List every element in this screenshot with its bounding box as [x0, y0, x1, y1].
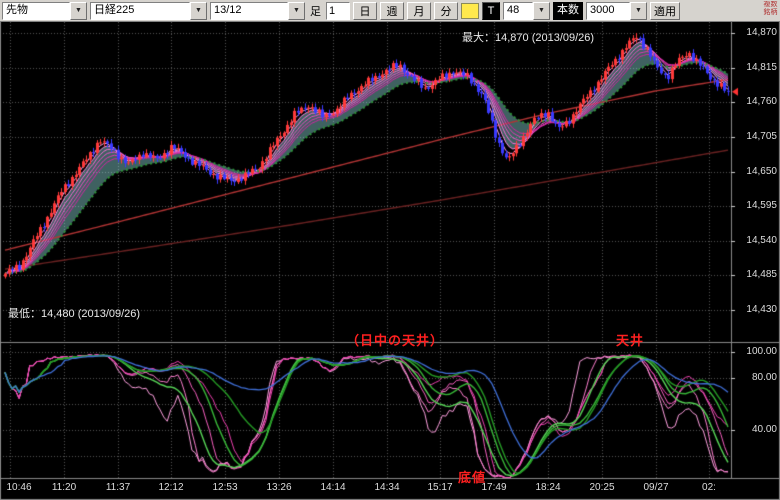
- interval-input[interactable]: [326, 1, 350, 20]
- bar-type-label: 足: [310, 5, 321, 18]
- price-chart-canvas[interactable]: [0, 22, 780, 500]
- contract-select[interactable]: 13/12 ▼: [210, 1, 305, 20]
- multi-symbol-tab[interactable]: 複数銘柄: [763, 1, 778, 16]
- chevron-down-icon[interactable]: ▼: [288, 1, 305, 20]
- instrument-select[interactable]: 先物 ▼: [2, 1, 87, 20]
- period-month-button[interactable]: 月: [407, 1, 431, 20]
- instrument-value: 先物: [2, 1, 70, 20]
- chevron-down-icon[interactable]: ▼: [190, 1, 207, 20]
- t-button[interactable]: T: [482, 1, 500, 20]
- toolbar: 先物 ▼ 日経225 ▼ 13/12 ▼ 足 日 週 月 分 T 48 ▼ 本数…: [0, 0, 780, 22]
- range-value: 3000: [586, 1, 630, 20]
- contract-value: 13/12: [210, 1, 288, 20]
- chevron-down-icon[interactable]: ▼: [533, 1, 550, 20]
- chart-area: 14,870 14,815 14,760 14,705 14,650 14,595 14,5…: [0, 22, 780, 500]
- bars-count-value: 48: [503, 1, 533, 20]
- bars-count-select[interactable]: 48 ▼: [503, 1, 550, 20]
- chevron-down-icon[interactable]: ▼: [70, 1, 87, 20]
- bars-count-label: 本数: [553, 1, 583, 20]
- period-week-button[interactable]: 週: [380, 1, 404, 20]
- symbol-select[interactable]: 日経225 ▼: [90, 1, 207, 20]
- chevron-down-icon[interactable]: ▼: [630, 1, 647, 20]
- period-day-button[interactable]: 日: [353, 1, 377, 20]
- period-minute-button[interactable]: 分: [434, 1, 458, 20]
- symbol-value: 日経225: [90, 1, 190, 20]
- range-select[interactable]: 3000 ▼: [586, 1, 647, 20]
- apply-button[interactable]: 適用: [650, 1, 680, 20]
- highlight-toggle[interactable]: [461, 2, 479, 19]
